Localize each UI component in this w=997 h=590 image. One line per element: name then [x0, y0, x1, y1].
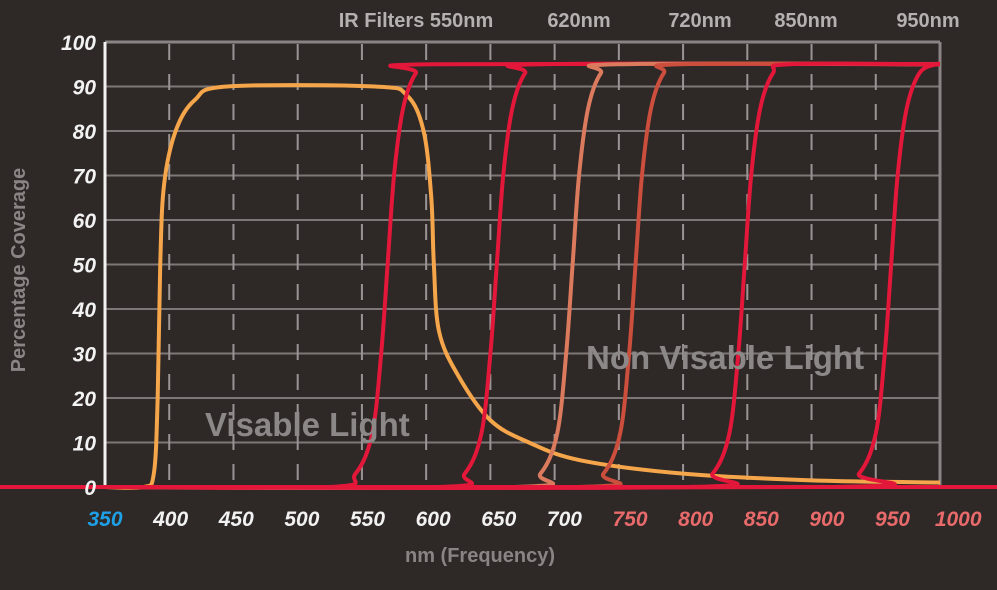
annotation-text: Non Visable Light: [586, 339, 864, 376]
x-tick-label: 950: [875, 508, 910, 531]
annotation-text: Visable Light: [205, 406, 410, 443]
filter-label: 620nm: [547, 10, 610, 32]
y-tick-labels: 0 10 20 30 40 50 60 70 80 90 100: [61, 32, 96, 500]
x-tick-label: 800: [678, 508, 713, 531]
series-group: [0, 61, 997, 490]
y-tick-label: 0: [84, 477, 96, 500]
y-tick-label: 30: [73, 344, 97, 367]
y-tick-label: 10: [73, 433, 97, 456]
y-tick-label: 20: [72, 388, 97, 411]
y-tick-label: 70: [73, 166, 97, 189]
x-tick-label: 850: [744, 508, 779, 531]
filter-label: 850nm: [774, 10, 837, 32]
y-tick-label: 80: [73, 121, 97, 144]
x-tick-label: 600: [416, 508, 451, 531]
x-tick-label: 350: [87, 508, 122, 531]
series-line-visible-light: [104, 83, 941, 490]
y-tick-label: 90: [73, 77, 97, 100]
y-tick-label: 40: [72, 299, 97, 322]
filter-label: 720nm: [668, 10, 731, 32]
x-tick-label: 900: [809, 508, 844, 531]
x-tick-label: 1000: [935, 508, 982, 531]
filter-title-labels: IR Filters 550nm 620nm 720nm 850nm 950nm: [339, 10, 960, 32]
y-tick-label: 50: [73, 255, 97, 278]
series-line-550nm: [104, 61, 941, 490]
x-axis-label: nm (Frequency): [405, 545, 555, 567]
x-tick-label: 700: [547, 508, 582, 531]
y-tick-label: 100: [61, 32, 96, 55]
x-tick-label: 500: [284, 508, 319, 531]
x-tick-label: 650: [481, 508, 516, 531]
x-tick-label: 400: [152, 508, 188, 531]
y-axis-label: Percentage Coverage: [8, 168, 30, 373]
y-tick-label: 60: [73, 210, 97, 233]
x-tick-label: 450: [218, 508, 254, 531]
grid: [103, 40, 942, 487]
x-tick-label: 750: [613, 508, 648, 531]
x-tick-label: 550: [350, 508, 385, 531]
x-tick-labels: 350 400 450 500 550 600 650 700 750 800 850 900 950 1…: [87, 508, 981, 531]
filter-label: 950nm: [896, 10, 959, 32]
annotations: Visable Light Non Visable Light: [205, 339, 864, 443]
filter-label: IR Filters 550nm: [339, 10, 494, 32]
